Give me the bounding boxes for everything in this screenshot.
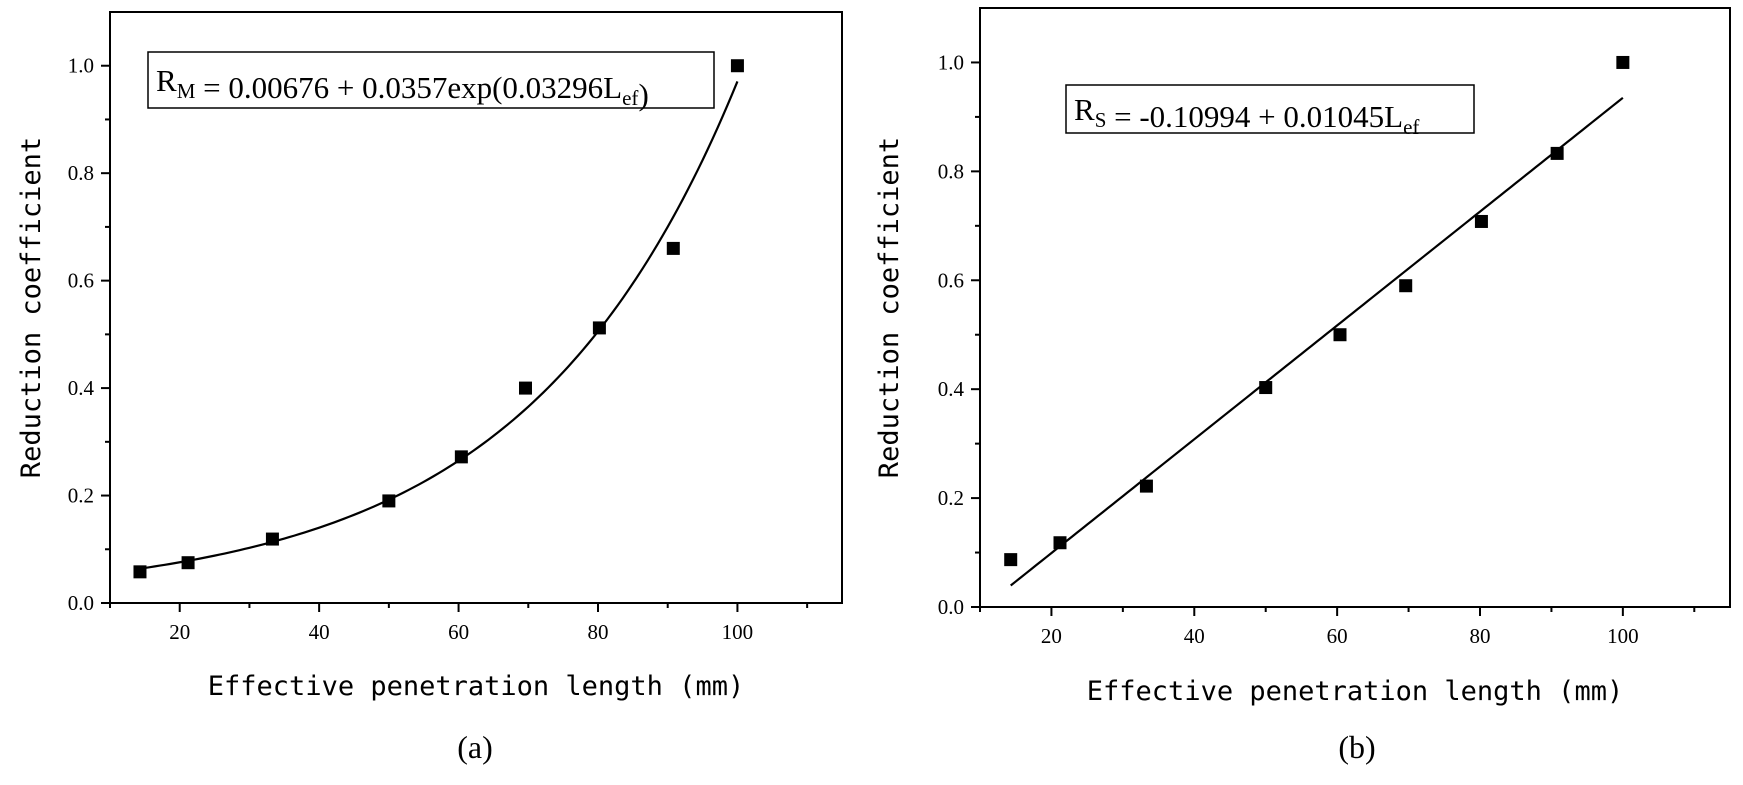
y-tick-label: 0.4 bbox=[938, 377, 965, 401]
chart-panel-a: 20 40 60 80 100 0.0 0.2 0.4 0.6 0.8 1.0 Effective p… bbox=[16, 11, 843, 765]
y-tick-label: 0.8 bbox=[68, 161, 94, 185]
data-point bbox=[1474, 214, 1488, 228]
data-point bbox=[133, 565, 147, 579]
data-point bbox=[1399, 279, 1413, 293]
y-tick-label: 0.2 bbox=[938, 486, 964, 510]
chart-panel-b: 20 40 60 80 100 0.0 0.2 0.4 0.6 0.8 1.0 Effective p… bbox=[874, 7, 1731, 765]
plot-frame bbox=[979, 7, 1731, 608]
data-point bbox=[666, 241, 680, 255]
data-point bbox=[1616, 55, 1630, 69]
equation-box bbox=[147, 51, 715, 109]
data-point bbox=[1333, 328, 1347, 342]
y-tick-label: 0.6 bbox=[938, 268, 964, 292]
y-tick-label: 0.0 bbox=[938, 595, 964, 619]
data-point bbox=[454, 450, 468, 464]
x-axis-title: Effective penetration length (mm) bbox=[1087, 676, 1623, 707]
data-point bbox=[730, 59, 744, 73]
x-axis-title: Effective penetration length (mm) bbox=[208, 671, 744, 702]
x-tick-label: 20 bbox=[1041, 624, 1062, 648]
fit-curve bbox=[1010, 96, 1624, 587]
y-tick-label: 0.4 bbox=[68, 376, 95, 400]
x-tick-label: 80 bbox=[588, 620, 609, 644]
y-tick-label: 1.0 bbox=[938, 50, 964, 74]
y-tick-label: 0.8 bbox=[938, 159, 964, 183]
y-tick-label: 1.0 bbox=[68, 54, 94, 78]
data-point bbox=[1053, 536, 1067, 550]
data-point bbox=[592, 321, 606, 335]
equation-text: RM = 0.00676 + 0.0357exp(0.03296Lef) bbox=[156, 63, 649, 112]
x-tick-label: 60 bbox=[448, 620, 469, 644]
data-point bbox=[1259, 381, 1273, 395]
x-tick-label: 40 bbox=[1184, 624, 1205, 648]
y-axis-title: Reduction coefficient bbox=[16, 137, 47, 478]
data-point bbox=[518, 381, 532, 395]
data-point bbox=[265, 532, 279, 546]
equation-box bbox=[1065, 84, 1475, 134]
y-axis-title: Reduction coefficient bbox=[874, 137, 905, 478]
y-tick-label: 0.0 bbox=[68, 591, 94, 615]
panel-label: (a) bbox=[457, 729, 493, 765]
x-tick-label: 20 bbox=[169, 620, 190, 644]
data-point bbox=[1550, 146, 1564, 160]
x-tick-label: 100 bbox=[722, 620, 754, 644]
x-tick-label: 80 bbox=[1470, 624, 1491, 648]
data-point bbox=[1004, 553, 1018, 567]
y-tick-label: 0.6 bbox=[68, 269, 94, 293]
x-tick-label: 100 bbox=[1607, 624, 1639, 648]
panel-label: (b) bbox=[1338, 729, 1375, 765]
data-point bbox=[382, 494, 396, 508]
x-tick-label: 60 bbox=[1327, 624, 1348, 648]
plot-frame bbox=[109, 11, 843, 604]
fit-curve bbox=[139, 80, 739, 570]
data-point bbox=[181, 556, 195, 570]
y-tick-label: 0.2 bbox=[68, 484, 94, 508]
equation-text: RS = -0.10994 + 0.01045Lef bbox=[1074, 92, 1419, 139]
data-point bbox=[1139, 479, 1153, 493]
x-tick-label: 40 bbox=[309, 620, 330, 644]
